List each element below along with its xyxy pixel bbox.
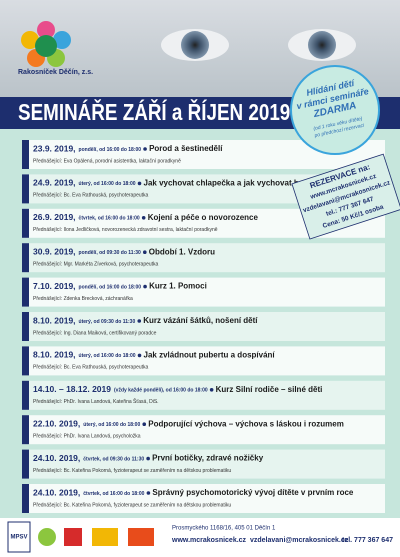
event-band <box>22 346 385 376</box>
event-date: 8.10. 2019, <box>33 350 76 360</box>
event-time: úterý, od 09:30 do 11:30 <box>79 319 136 325</box>
iris <box>181 31 209 59</box>
partner-logo <box>92 528 118 546</box>
event-time: pondělí, od 16:00 do 18:00 <box>79 147 142 153</box>
web: www.mcrakosnicek.cz <box>171 537 247 544</box>
event-band <box>22 277 385 307</box>
event-marker <box>22 243 29 273</box>
event-band <box>22 449 385 479</box>
event-date: 14.10. – 18.12. 2019 <box>33 384 111 394</box>
org-name: Rakosníček Děčín, z.s. <box>18 69 93 76</box>
badge <box>290 65 380 155</box>
bullet <box>142 250 147 254</box>
bullet <box>137 181 142 186</box>
event-marker <box>22 277 29 307</box>
phone: tel. 777 367 647 <box>342 537 393 544</box>
address: Prosmyckého 1168/16, 405 01 Děčín 1 <box>172 526 276 532</box>
bullet <box>137 353 142 358</box>
event-title: Správný psychomotorický vývoj dítěte v p… <box>152 488 354 497</box>
event-date: 7.10. 2019, <box>33 281 76 291</box>
event-band <box>22 243 385 273</box>
event-marker <box>22 208 29 238</box>
event-lecturer: Přednášející: Eva Opálená, porodní asist… <box>33 158 181 164</box>
event-time: (vždy každé pondělí), od 16:00 do 18:00 <box>114 388 208 394</box>
event-title: Kurz 1. Pomoci <box>149 282 207 291</box>
event-marker <box>22 449 29 479</box>
logo-box <box>7 521 31 553</box>
event-date: 24.10. 2019, <box>33 453 80 463</box>
event-title: Kojení a péče o novorozence <box>148 213 259 222</box>
event-marker <box>22 484 29 513</box>
event-band <box>22 415 385 445</box>
event-marker <box>22 312 29 341</box>
event-lecturer: Přednášející: Mgr. Markéta Zíverková, ps… <box>33 262 159 268</box>
event-date: 24.10. 2019, <box>33 487 80 497</box>
event-lecturer: Přednášející: Bc. Kateřina Pokorná, fyzi… <box>33 502 231 508</box>
event-time: úterý, od 16:00 do 18:00 <box>79 353 136 359</box>
event-date: 8.10. 2019, <box>33 315 76 325</box>
event-time: čtvrtek, od 09:30 do 11:30 <box>83 456 144 462</box>
event-lecturer: Přednášející: Ing. Diana Maiková, certif… <box>33 330 157 336</box>
event-title: Kurz Silní rodiče – silné děti <box>216 385 323 394</box>
bullet <box>143 147 147 151</box>
event-lecturer: Přednášející: Bc. Kateřina Pokorná, fyzi… <box>33 468 231 474</box>
footer-logo: MPSV <box>10 535 27 541</box>
event-lecturer: Přednášející: Zdenka Brecková, záchranář… <box>33 296 133 302</box>
logo <box>21 21 71 67</box>
bullet <box>143 284 147 289</box>
partner-logo <box>64 528 82 546</box>
event-time: čtvrtek, od 16:00 do 18:00 <box>79 216 140 222</box>
event-date: 26.9. 2019, <box>33 212 76 222</box>
event-title: Porod a šestinedělí <box>149 144 223 153</box>
event-time: úterý, od 16:00 do 18:00 <box>79 181 136 187</box>
event-lecturer: Přednášející: Bc. Eva Rathouská, psychot… <box>33 193 149 199</box>
event-marker <box>22 174 29 204</box>
event-date: 24.9. 2019, <box>33 178 76 188</box>
event-time: čtvrtek, od 16:00 do 18:00 <box>83 491 144 497</box>
event-band <box>22 312 385 341</box>
event-time: pondělí, od 16:00 do 18:00 <box>79 284 142 290</box>
event-band <box>22 484 385 513</box>
bullet <box>137 319 142 323</box>
event-date: 23.9. 2019, <box>33 143 76 153</box>
title: SEMINÁŘE ZÁŘÍ a ŘÍJEN 2019 <box>18 99 290 125</box>
event-date: 30.9. 2019, <box>33 246 76 256</box>
iris <box>308 31 336 59</box>
event-marker <box>22 140 29 169</box>
event-title: První botičky, zdravé nožičky <box>152 454 264 463</box>
event-title: Kurz vázání šátků, nošení dětí <box>143 316 258 325</box>
event-title: Období 1. Vzdoru <box>149 247 215 256</box>
bullet <box>142 422 147 427</box>
event-marker <box>22 380 29 410</box>
event-title: Podporující výchova – výchova s láskou i… <box>148 419 344 428</box>
event-marker <box>22 415 29 445</box>
event-lecturer: Přednášející: PhDr. Ivana Landová, Kateř… <box>33 398 159 405</box>
event-title: Jak vychovat chlapečka a jak vychovat ho… <box>144 179 327 188</box>
event-title: Jak zvládnout pubertu a dospívání <box>144 351 276 360</box>
event-lecturer: Přednášející: PhDr. Ivana Landová, psych… <box>33 434 141 440</box>
bullet <box>146 491 151 495</box>
event-time: úterý, od 16:00 do 18:00 <box>83 422 140 428</box>
bullet <box>209 388 214 392</box>
email: vzdelavani@mcrakosnicek.cz <box>250 537 349 544</box>
event-marker <box>22 346 29 376</box>
reservation-box: REZERVACE na:www.mcrakosnicek.czvzdelava… <box>291 153 400 240</box>
bullet <box>146 456 150 461</box>
event-band <box>22 380 385 410</box>
event-lecturer: Přednášející: Bc. Eva Rathouská, psychot… <box>33 365 149 371</box>
partner-logo <box>38 528 56 546</box>
event-date: 22.10. 2019, <box>33 418 80 428</box>
bullet <box>141 216 146 220</box>
event-lecturer: Přednášející: Ilona Jedličková, novoroze… <box>33 227 218 233</box>
partner-logo <box>128 528 154 546</box>
event-time: pondělí, od 09:30 do 11:30 <box>79 250 141 256</box>
